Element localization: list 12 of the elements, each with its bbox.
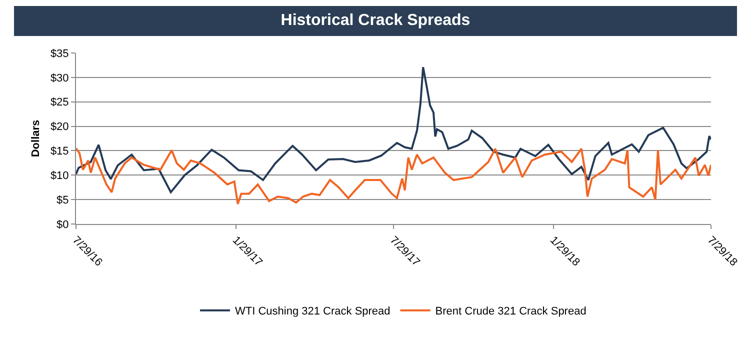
y-tick-label: $10 <box>50 170 69 182</box>
y-axis-title: Dollars <box>30 120 42 158</box>
y-tick-label: $15 <box>50 146 69 158</box>
y-tick-label: $0 <box>56 218 69 231</box>
chart-title: Historical Crack Spreads <box>14 6 737 36</box>
legend-label: WTI Cushing 321 Crack Spread <box>235 306 390 318</box>
y-tick-label: $25 <box>50 96 69 109</box>
legend-label: Brent Crude 321 Crack Spread <box>435 306 586 318</box>
y-tick-label: $30 <box>50 72 69 84</box>
y-tick-label: $5 <box>56 194 69 206</box>
y-tick-label: $20 <box>50 121 69 134</box>
y-tick-label: $35 <box>50 48 69 60</box>
